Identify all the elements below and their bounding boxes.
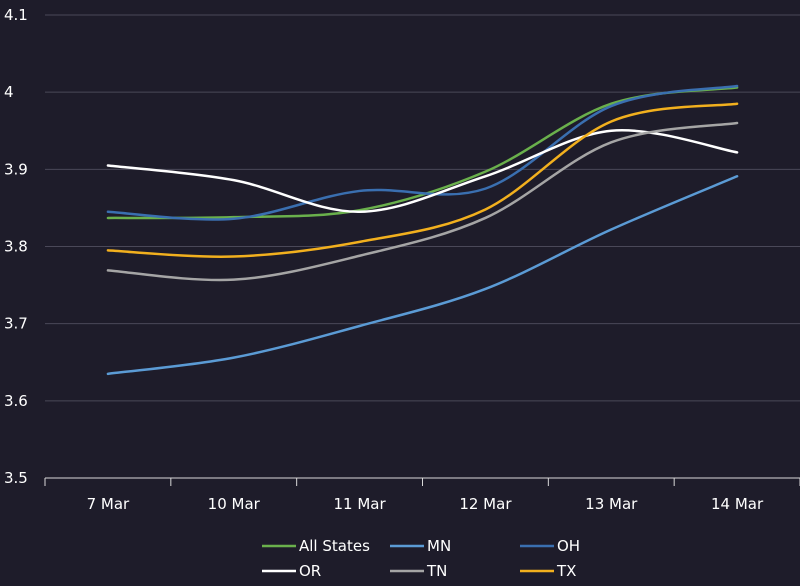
y-tick-label: 3.7: [4, 315, 28, 333]
legend-label-or: OR: [299, 562, 321, 580]
x-tick-label: 14 Mar: [711, 495, 764, 513]
y-tick-label: 3.6: [4, 392, 28, 410]
gridlines: [45, 14, 800, 402]
x-tick-label: 7 Mar: [87, 495, 130, 513]
y-tick-label: 4.1: [4, 6, 28, 24]
x-tick-label: 11 Mar: [334, 495, 387, 513]
y-tick-label: 4: [4, 83, 14, 101]
series-line-tx: [106, 102, 739, 258]
y-axis-ticks: 3.5 3.6 3.7 3.8 3.9 4 4.1: [4, 6, 28, 487]
x-tick-label: 13 Mar: [585, 495, 638, 513]
legend: All States MN OH OR TN TX: [262, 537, 580, 580]
series-line-mn: [106, 175, 739, 376]
x-axis: 7 Mar 10 Mar 11 Mar 12 Mar 13 Mar 14 Mar: [44, 477, 800, 513]
legend-label-tx: TX: [556, 562, 576, 580]
x-tick-label: 12 Mar: [459, 495, 512, 513]
y-tick-label: 3.9: [4, 160, 28, 178]
y-tick-label: 3.5: [4, 469, 28, 487]
legend-label-all-states: All States: [299, 537, 370, 555]
series-lines: [106, 84, 739, 376]
legend-label-mn: MN: [427, 537, 451, 555]
legend-label-tn: TN: [426, 562, 447, 580]
y-tick-label: 3.8: [4, 238, 28, 256]
series-line-tn: [106, 121, 739, 282]
legend-label-oh: OH: [557, 537, 580, 555]
series-line-oh: [106, 84, 739, 221]
x-tick-label: 10 Mar: [208, 495, 261, 513]
series-line-or: [106, 129, 739, 214]
